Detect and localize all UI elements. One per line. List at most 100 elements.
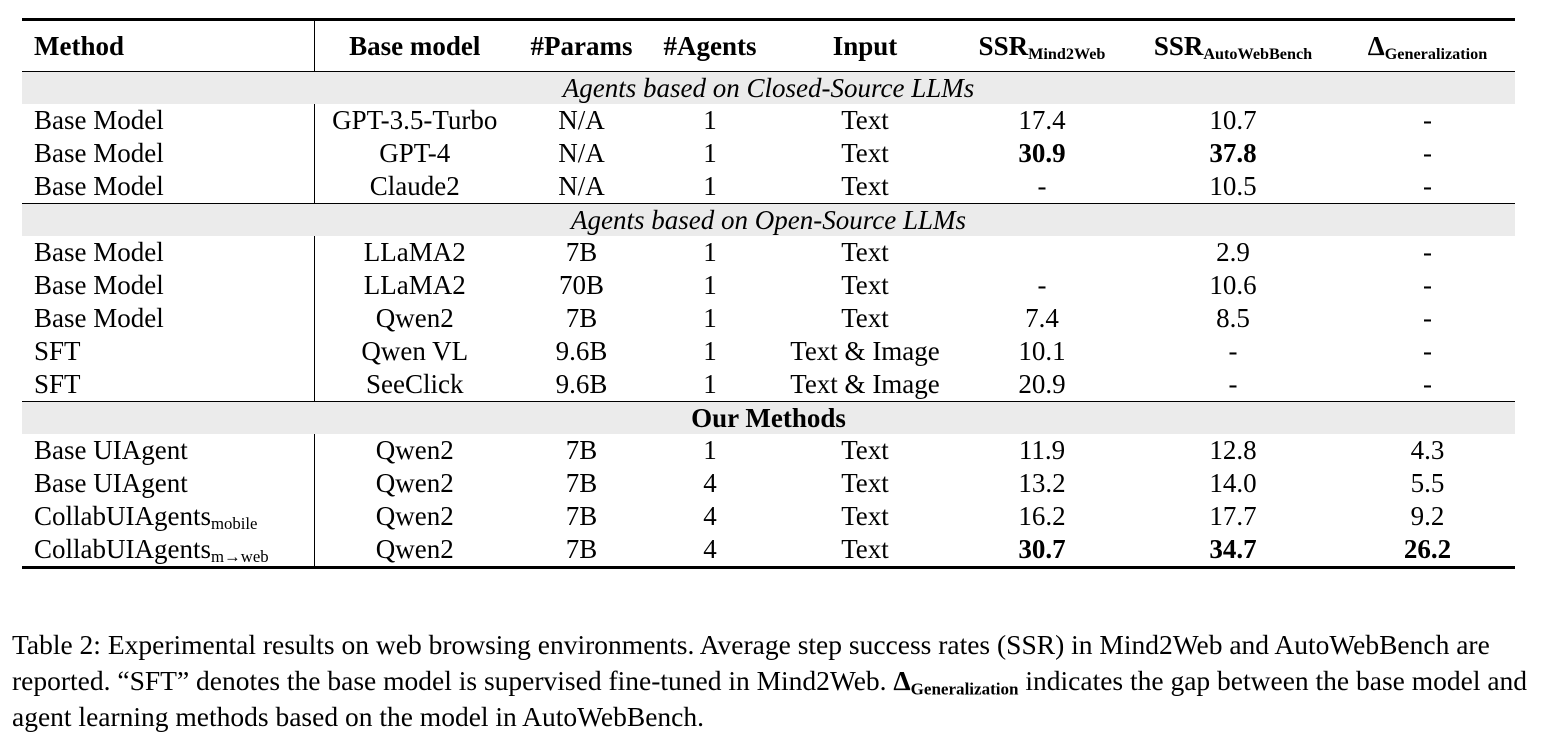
cell: Text [772,533,958,568]
cell-text: GPT-3.5-Turbo [332,105,498,135]
cell: 10.1 [958,335,1126,368]
cell: 17.4 [958,104,1126,137]
cell: 7B [515,434,648,467]
cell: 30.7 [958,533,1126,568]
cell-text: Base Model [34,270,164,300]
cell-text: SFT [34,336,81,366]
cell-text: 16.2 [1018,501,1066,531]
cell-subscript: Mind2Web [1028,44,1106,63]
caption-delta: Δ [893,665,911,696]
cell: Text & Image [772,368,958,402]
cell: 9.2 [1340,500,1515,533]
cell-text: 4 [703,501,717,531]
cell-text: 14.0 [1209,468,1257,498]
cell: 8.5 [1126,302,1340,335]
cell: 20.9 [958,368,1126,402]
cell: Claude2 [314,170,515,204]
cell: 30.9 [958,137,1126,170]
cell: 4 [648,500,772,533]
cell-text: 4 [703,468,717,498]
cell: CollabUIAgentsmobile [22,500,315,534]
cell: 7B [515,533,648,568]
cell-text: LLaMA2 [363,237,466,267]
cell-text: 13.2 [1018,468,1066,498]
cell-text: - [1423,336,1432,366]
header-cell: SSRAutoWebBench [1126,20,1340,72]
cell: GPT-4 [314,137,515,170]
cell-text: 26.2 [1403,534,1452,564]
data-row: Base UIAgent Qwen2 7B 1 Text 11.9 12.8 4.3 [22,434,1515,467]
cell: Base Model [22,269,315,302]
section-title: Our Methods [22,401,1515,434]
cell: 1 [648,434,772,467]
cell-text: - [1423,237,1432,267]
cell-text: 17.7 [1209,501,1257,531]
cell: Base Model [22,302,315,335]
cell-text: Base UIAgent [34,468,188,498]
cell-text: 30.9 [1018,138,1066,168]
cell: - [1340,335,1515,368]
cell-text: Text & Image [790,336,940,366]
cell-text: Base Model [34,237,164,267]
cell: 1 [648,302,772,335]
cell-text: CollabUIAgents [34,501,211,531]
cell-text: 30.7 [1018,534,1066,564]
cell-text: 7B [565,468,598,498]
section-row: Agents based on Open-Source LLMs [22,203,1515,236]
data-row: SFT SeeClick 9.6B 1 Text & Image 20.9 - - [22,368,1515,402]
cell-text: Base Model [34,138,164,168]
cell: 1 [648,269,772,302]
cell: 26.2 [1340,533,1515,568]
cell-text: N/A [558,171,605,201]
cell-text: 7B [565,303,598,333]
data-row: SFT Qwen VL 9.6B 1 Text & Image 10.1 - - [22,335,1515,368]
cell-text: 1 [703,237,717,267]
cell-text: 20.9 [1018,369,1066,399]
cell-text: Text [841,105,889,135]
cell-text: Qwen VL [361,336,469,366]
cell: Text [772,269,958,302]
cell: N/A [515,170,648,204]
cell: 4 [648,533,772,568]
caption-symbol: ΔGeneralization [893,665,1018,697]
cell: Base Model [22,170,315,204]
cell-subscript: mobile [210,514,258,534]
cell-text: Claude2 [369,171,460,201]
data-row: CollabUIAgentsmobile Qwen2 7B 4 Text 16.2 17.7… [22,500,1515,533]
cell: SeeClick [314,368,515,402]
cell: SFT [22,335,315,368]
cell: Base Model [22,104,315,137]
cell-text: Base Model [34,303,164,333]
cell-text: 34.7 [1209,534,1257,564]
cell: 1 [648,368,772,402]
cell-text: - [1037,270,1047,300]
data-row: Base UIAgent Qwen2 7B 4 Text 13.2 14.0 5.5 [22,467,1515,500]
cell: Qwen2 [314,533,515,568]
cell-text: 12.8 [1209,435,1257,465]
cell-text: SSR [978,30,1029,61]
cell-text: 9.6B [555,369,608,399]
cell: 14.0 [1126,467,1340,500]
cell: 2.9 [1126,236,1340,269]
cell-text: 7B [565,237,598,267]
cell-text: Text [841,270,889,300]
cell: - [1340,368,1515,402]
cell-text: 1 [703,303,717,333]
cell-text: Base UIAgent [34,435,188,465]
cell: N/A [515,137,648,170]
cell-text: - [1423,138,1432,168]
cell-text: Text [841,468,889,498]
cell-text: 2.9 [1216,237,1250,267]
cell: Text [772,104,958,137]
cell: 37.8 [1126,137,1340,170]
cell: LLaMA2 [314,236,515,269]
cell: 7.4 [958,302,1126,335]
cell: 7B [515,302,648,335]
cell: - [1126,335,1340,368]
cell-text: Text [841,303,889,333]
header-cell: #Params [515,20,648,72]
cell-text: LLaMA2 [363,270,466,300]
cell-text: - [1423,171,1432,201]
cell-text: Qwen2 [375,435,454,465]
